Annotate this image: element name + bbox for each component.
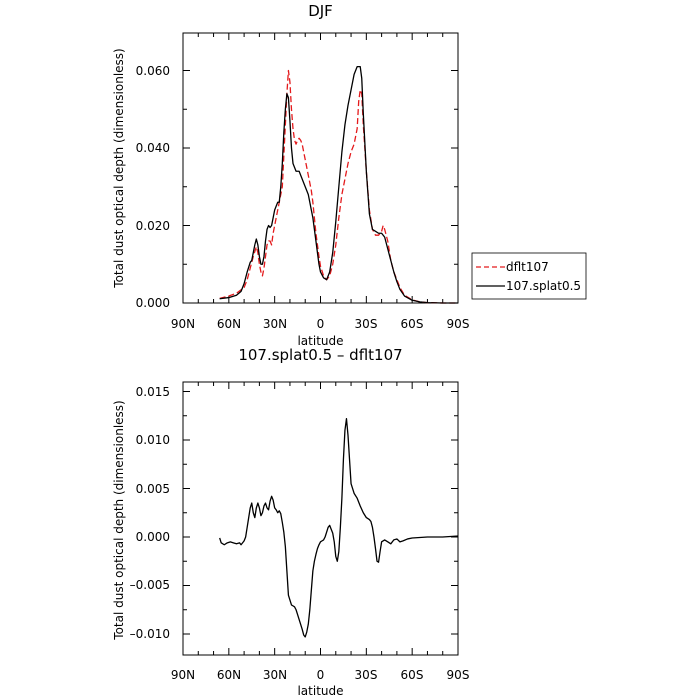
bottom-y-axis-title: Total dust optical depth (dimensionless) [112,400,126,640]
top-xtick-label-3: 0 [317,317,325,331]
bottom-xtick-label-3: 0 [317,668,325,682]
bottom-xtick-label-5: 60S [401,668,424,682]
top-y-axis-title: Total dust optical depth (dimensionless) [112,48,126,288]
top-ytick-label-2: 0.040 [136,141,170,155]
top-ytick-label-1: 0.020 [136,219,170,233]
top-xtick-label-0: 90N [171,317,195,331]
legend-label-dflt107: dflt107 [506,260,549,274]
bottom-ytick-label-4: 0.010 [136,433,170,447]
top-chart: DJF 90N 60N 30N 0 30S 60S 90S 0.000 0.02… [112,2,587,348]
top-series-lines [219,65,458,304]
top-axis-ticks [182,33,459,304]
bottom-ytick-label-5: 0.015 [136,385,170,399]
bottom-xtick-label-2: 30N [263,668,287,682]
bottom-chart: 107.splat0.5 – dflt107 90N 60N 30N 0 30S… [112,346,469,698]
top-x-axis-title: latitude [297,334,343,348]
bottom-xtick-label-0: 90N [171,668,195,682]
bottom-ytick-label-1: –0.005 [130,578,170,592]
bottom-xtick-label-4: 30S [355,668,378,682]
bottom-series-line-107-splat0-5-dflt107 [219,418,459,638]
legend-box [471,252,587,300]
bottom-ytick-label-2: 0.000 [136,530,170,544]
top-series-line-dflt107 [219,69,458,304]
bottom-axis-ticks [182,382,459,655]
bottom-xtick-label-1: 60N [217,668,241,682]
bottom-xtick-label-6: 90S [447,668,470,682]
bottom-x-axis-title: latitude [297,684,343,698]
legend-label-splat: 107.splat0.5 [506,279,581,293]
bottom-series-lines [219,418,459,638]
legend: dflt107 107.splat0.5 [471,252,587,300]
bottom-chart-title: 107.splat0.5 – dflt107 [238,346,402,364]
top-series-line-107-splat0-5 [219,65,458,304]
top-ytick-label-0: 0.000 [136,296,170,310]
top-xtick-label-5: 60S [401,317,424,331]
bottom-plot-frame [182,381,459,656]
top-chart-title: DJF [308,2,333,20]
top-xtick-label-4: 30S [355,317,378,331]
bottom-ytick-label-0: –0.010 [130,627,170,641]
top-xtick-label-1: 60N [217,317,241,331]
bottom-ytick-label-3: 0.005 [136,482,170,496]
top-xtick-label-6: 90S [447,317,470,331]
top-xtick-label-2: 30N [263,317,287,331]
top-ytick-label-3: 0.060 [136,64,170,78]
